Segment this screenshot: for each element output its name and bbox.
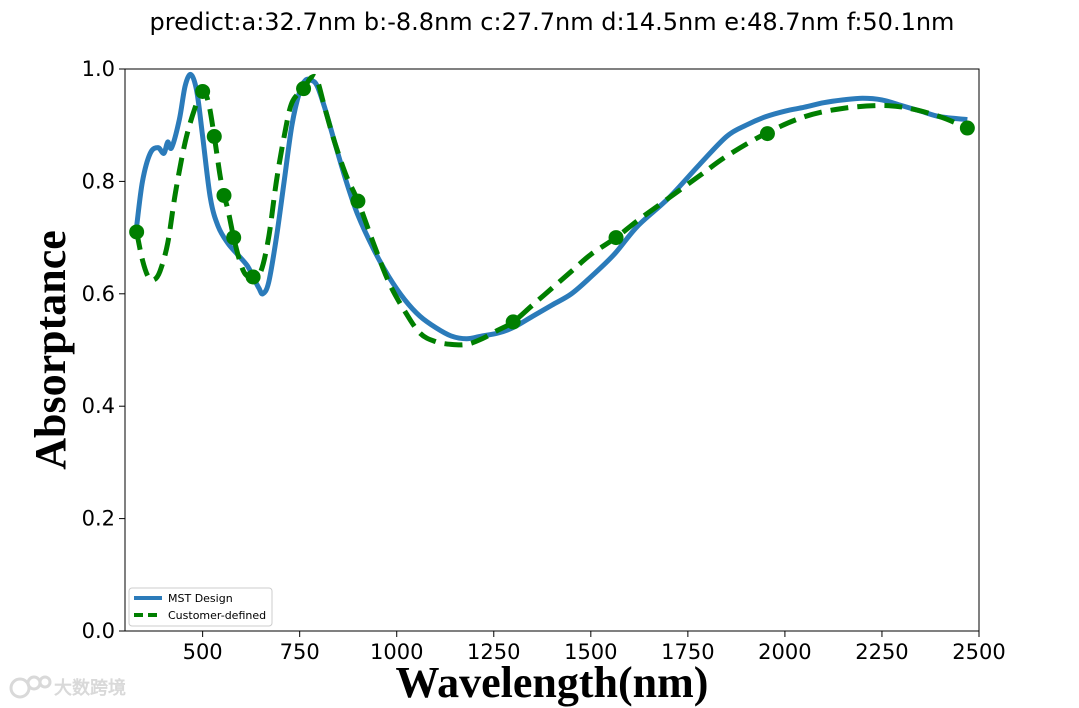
y-tick-label: 0.4 <box>82 394 115 418</box>
customer-defined-point <box>296 81 312 97</box>
plot-area-frame <box>124 68 980 632</box>
customer-defined-point <box>959 120 975 136</box>
series-layer <box>129 72 975 348</box>
customer-defined-point <box>608 230 624 246</box>
legend: MST Design Customer-defined <box>128 587 273 627</box>
watermark-logo-icon <box>9 675 52 699</box>
y-axis-label: Absorptance <box>26 230 75 470</box>
customer-defined-point <box>226 230 242 246</box>
customer-defined-point <box>216 187 232 203</box>
legend-label-mst-design: MST Design <box>168 592 233 605</box>
x-tick-label: 2000 <box>758 640 811 664</box>
x-axis-ticks: 500 750 1000 1250 1500 1750 2000 2250 2500 <box>183 631 1006 664</box>
x-tick-label: 1250 <box>467 640 520 664</box>
customer-defined-point <box>206 128 222 144</box>
customer-defined-point <box>759 126 775 142</box>
x-tick-label: 2500 <box>952 640 1005 664</box>
mst-design-line <box>134 72 968 342</box>
customer-defined-point <box>129 224 145 240</box>
y-tick-label: 0.6 <box>82 282 115 306</box>
y-tick-label: 1.0 <box>82 57 115 81</box>
customer-defined-point <box>505 314 521 330</box>
x-tick-label: 500 <box>183 640 223 664</box>
chart-title: predict:a:32.7nm b:-8.8nm c:27.7nm d:14.… <box>150 8 955 36</box>
x-tick-label: 1000 <box>370 640 423 664</box>
legend-label-customer-defined: Customer-defined <box>168 609 266 622</box>
x-axis-label: Wavelength(nm) <box>396 658 709 707</box>
customer-defined-point <box>195 83 211 99</box>
legend-box <box>128 587 273 627</box>
x-tick-label: 750 <box>280 640 320 664</box>
customer-defined-point <box>350 193 366 209</box>
x-tick-label: 1750 <box>661 640 714 664</box>
customer-defined-point <box>245 269 261 285</box>
watermark-text: 大数跨境 <box>54 677 126 699</box>
x-tick-label: 2250 <box>855 640 908 664</box>
x-tick-label: 1500 <box>564 640 617 664</box>
y-tick-label: 0.0 <box>82 619 115 643</box>
y-tick-label: 0.2 <box>82 507 115 531</box>
watermark: 大数跨境 <box>9 675 126 699</box>
y-tick-label: 0.8 <box>82 169 115 193</box>
y-axis-ticks: 0.0 0.2 0.4 0.6 0.8 1.0 <box>82 57 125 643</box>
